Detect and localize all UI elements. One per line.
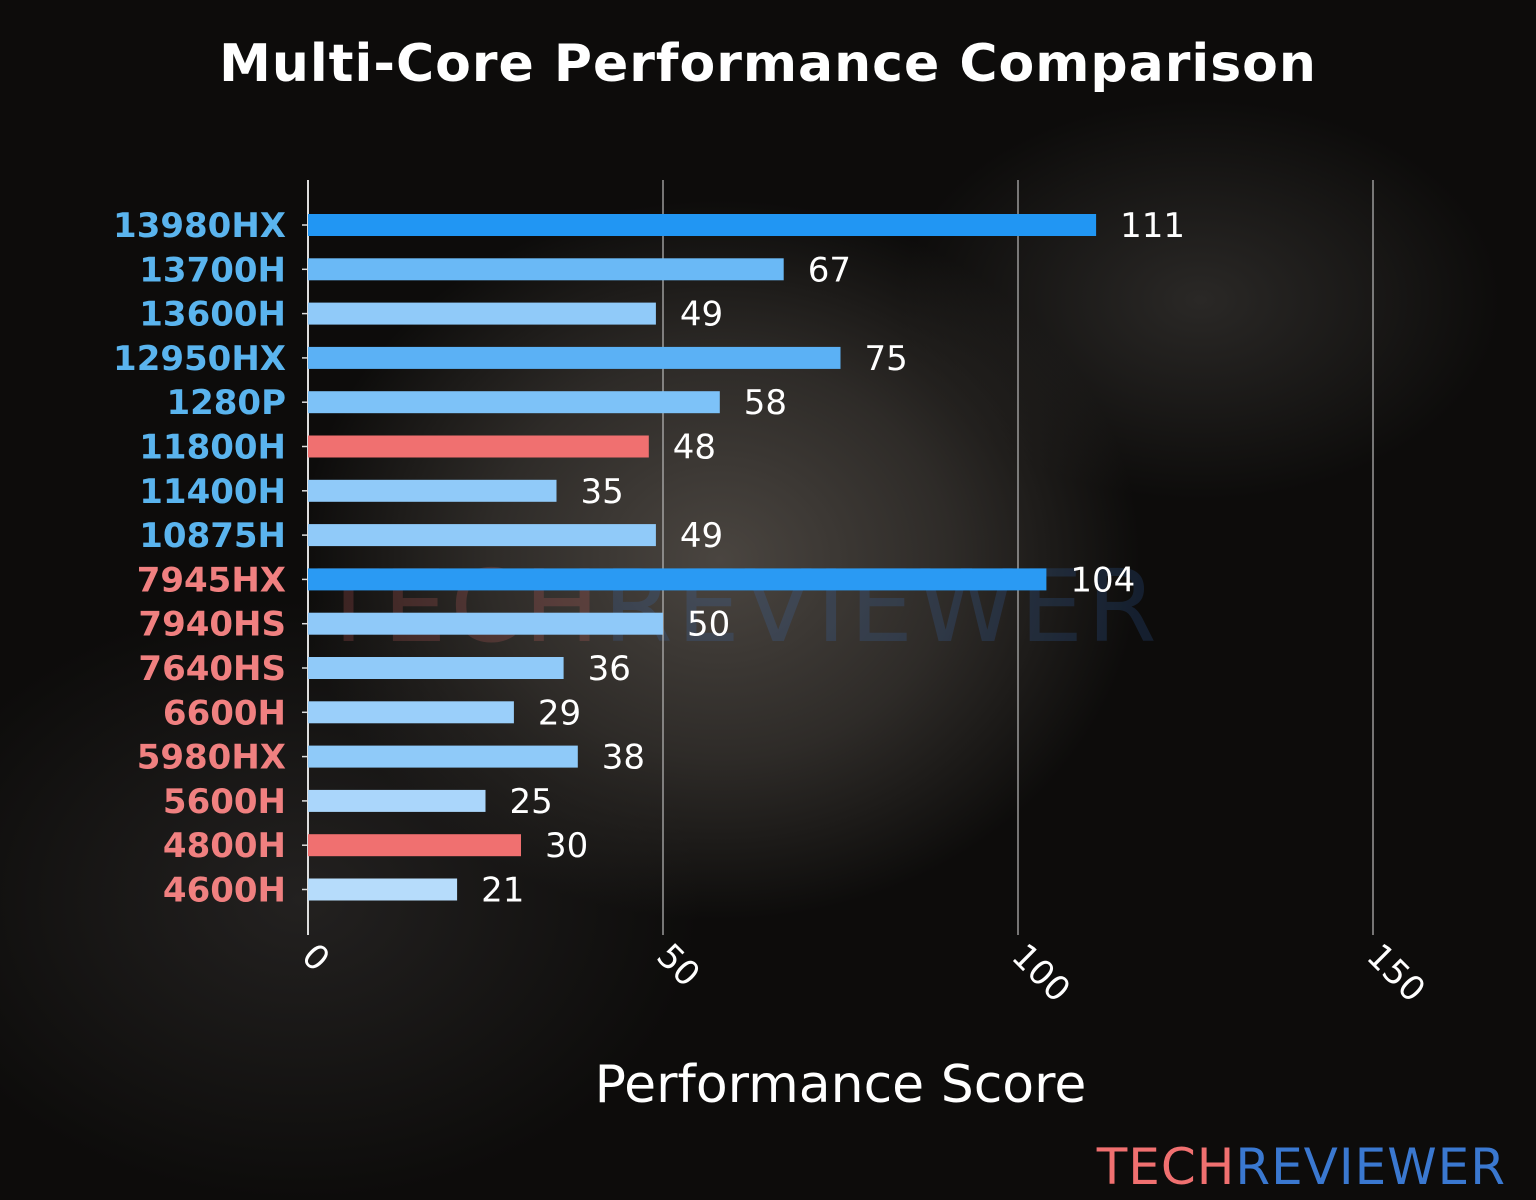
- data-label: 50: [687, 605, 730, 645]
- y-tick-label: 11800H: [139, 428, 286, 468]
- bar-13700H: [308, 258, 784, 281]
- y-tick-label: 11400H: [139, 472, 286, 512]
- x-axis-label: Performance Score: [594, 1055, 1087, 1115]
- data-label: 49: [680, 295, 723, 335]
- y-tick-label: 7940HS: [138, 605, 286, 645]
- data-label: 29: [538, 693, 581, 733]
- y-tick-label: 4600H: [163, 871, 286, 911]
- y-tick-label: 13980HX: [113, 206, 286, 246]
- bar-4600H: [308, 878, 458, 901]
- y-tick-label: 5980HX: [137, 738, 286, 778]
- x-tick-label: 50: [649, 936, 708, 995]
- watermark: TECHREVIEWER: [318, 548, 1161, 665]
- x-tick-label: 150: [1359, 936, 1433, 1010]
- y-tick-label: 5600H: [163, 782, 286, 822]
- data-label: 25: [510, 782, 553, 822]
- data-label: 21: [481, 871, 524, 911]
- bar-10875H: [308, 524, 656, 547]
- bar-5980HX: [308, 745, 578, 768]
- bar-13980HX: [308, 214, 1097, 236]
- y-tick-label: 7640HS: [138, 649, 286, 689]
- y-tick-label: 13700H: [139, 250, 286, 290]
- bar-11400H: [308, 479, 557, 502]
- bar-6600H: [308, 701, 514, 724]
- data-label: 104: [1070, 560, 1135, 600]
- data-label: 67: [808, 250, 851, 290]
- bar-1280P: [308, 391, 720, 414]
- bar-12950HX: [308, 346, 841, 369]
- y-tick-label: 12950HX: [113, 339, 286, 379]
- bar-5600H: [308, 789, 486, 812]
- y-tick-label: 1280P: [166, 383, 286, 423]
- bar-7640HS: [308, 657, 564, 679]
- data-label: 58: [744, 383, 787, 423]
- data-label: 36: [588, 649, 631, 689]
- y-tick-label: 6600H: [163, 693, 286, 733]
- data-label: 111: [1120, 206, 1185, 246]
- bar-11800H: [308, 435, 649, 458]
- x-tick-label: 0: [294, 936, 338, 980]
- y-tick-label: 13600H: [139, 295, 286, 335]
- data-label: 38: [602, 738, 645, 778]
- bar-7945HX: [308, 568, 1047, 591]
- y-tick-label: 7945HX: [137, 560, 286, 600]
- chart-title: Multi-Core Performance Comparison: [219, 34, 1317, 94]
- data-label: 30: [545, 826, 588, 866]
- data-label: 35: [581, 472, 624, 512]
- y-tick-label: 10875H: [139, 516, 286, 556]
- logo-reviewer: REVIEWER: [1235, 1138, 1506, 1196]
- data-label: 49: [680, 516, 723, 556]
- brand-logo: TECHREVIEWER: [1097, 1138, 1506, 1196]
- x-tick-label: 100: [1004, 936, 1078, 1010]
- bar-4800H: [308, 834, 521, 857]
- data-label: 75: [865, 339, 908, 379]
- logo-tech: TECH: [1096, 1138, 1236, 1196]
- bar-7940HS: [308, 612, 663, 635]
- data-label: 48: [673, 428, 716, 468]
- y-tick-label: 4800H: [163, 826, 286, 866]
- bar-13600H: [308, 302, 656, 325]
